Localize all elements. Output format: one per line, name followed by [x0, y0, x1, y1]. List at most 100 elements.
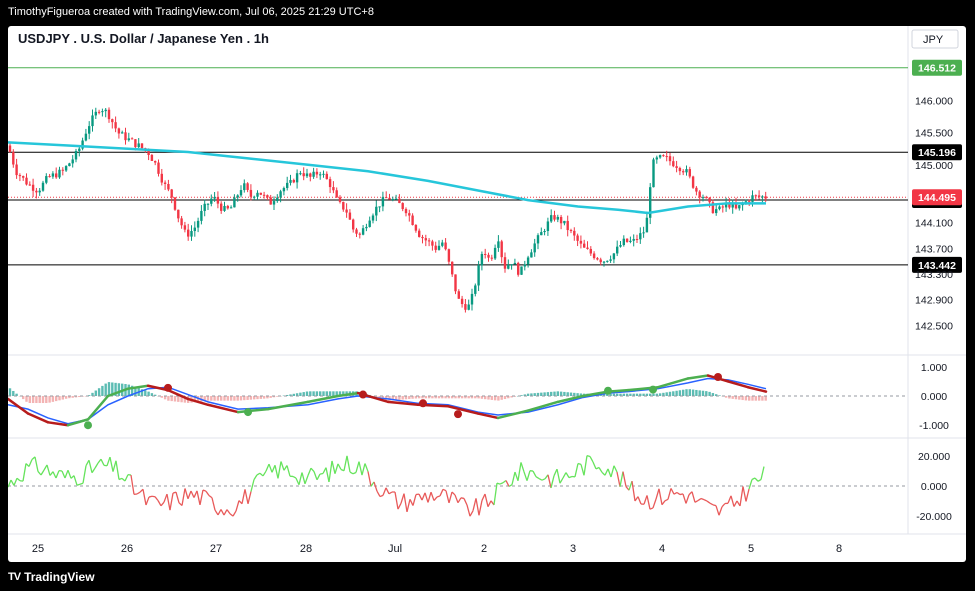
- oscillator-segment: [373, 481, 378, 492]
- oscillator-segment: [679, 493, 684, 496]
- oscillator-segment: [451, 491, 456, 496]
- oscillator-segment: [538, 477, 543, 481]
- oscillator-segment: [553, 468, 558, 477]
- candle-body: [104, 109, 107, 112]
- oscillator-segment: [16, 477, 21, 482]
- oscillator-segment: [79, 482, 84, 485]
- candle-body: [493, 247, 497, 259]
- price-tick-label: 145.000: [915, 160, 953, 172]
- oscillator-segment: [469, 510, 474, 517]
- macd-tick-label: 1.000: [921, 362, 947, 374]
- currency-box[interactable]: [911, 29, 959, 49]
- candle-body: [94, 111, 97, 116]
- macd-histogram-bar: [520, 395, 523, 396]
- oscillator-segment: [250, 479, 255, 492]
- macd-histogram-bar: [678, 390, 682, 396]
- candle-body: [163, 182, 167, 184]
- macd-histogram-bar: [408, 396, 411, 400]
- macd-histogram-bar: [140, 389, 144, 396]
- oscillator-segment: [700, 497, 705, 501]
- oscillator-segment: [76, 483, 81, 486]
- oscillator-segment: [607, 468, 612, 478]
- macd-histogram-bar: [31, 396, 35, 404]
- oscillator-segment: [82, 465, 87, 484]
- candle-body: [619, 245, 622, 247]
- candle-body: [203, 203, 206, 211]
- oscillator-segment: [187, 490, 192, 499]
- candle-body: [477, 265, 480, 286]
- oscillator-segment: [55, 470, 60, 479]
- macd-histogram-bar: [319, 391, 322, 396]
- candle-body: [401, 203, 404, 210]
- chart-panel[interactable]: USDJPY . U.S. Dollar / Japanese Yen . 1h…: [8, 26, 966, 562]
- macd-line-segment: [446, 404, 480, 415]
- oscillator-segment: [676, 491, 681, 496]
- oscillator-segment: [757, 479, 762, 482]
- candle-body: [107, 109, 111, 120]
- oscillator-segment: [64, 469, 69, 479]
- oscillator-segment: [685, 494, 690, 504]
- macd-histogram-bar: [467, 396, 470, 399]
- candle-body: [507, 264, 510, 269]
- macd-line-segment: [266, 400, 310, 411]
- time-tick-label: Jul: [388, 543, 402, 555]
- candle-body: [645, 217, 649, 233]
- macd-histogram-bar: [302, 392, 305, 396]
- price-tick-label: 145.500: [915, 128, 953, 140]
- candle-body: [38, 190, 41, 193]
- candle-body: [566, 220, 569, 231]
- oscillator-segment: [601, 471, 606, 476]
- attribution-bar: TimothyFigueroa created with TradingView…: [0, 0, 975, 26]
- macd-histogram-bar: [233, 396, 236, 401]
- macd-histogram-bar: [418, 396, 421, 399]
- candle-body: [48, 176, 51, 178]
- oscillator-segment: [262, 470, 267, 477]
- macd-histogram-bar: [269, 396, 272, 398]
- macd-histogram-bar: [477, 396, 480, 399]
- tradingview-logo[interactable]: TV TradingView: [8, 570, 95, 584]
- oscillator-segment: [37, 471, 42, 476]
- macd-histogram-bar: [35, 396, 38, 404]
- macd-histogram-bar: [503, 396, 507, 400]
- price-tick-label: 143.700: [915, 243, 953, 255]
- chart-svg[interactable]: USDJPY . U.S. Dollar / Japanese Yen . 1h…: [8, 26, 966, 562]
- candle-body: [708, 197, 711, 203]
- oscillator-segment: [457, 497, 462, 504]
- macd-histogram-bar: [45, 396, 48, 404]
- macd-histogram-bar: [51, 396, 55, 402]
- oscillator-segment: [487, 500, 492, 507]
- candle-body: [8, 145, 12, 153]
- candle-body: [510, 264, 513, 266]
- candle-body: [338, 197, 342, 202]
- oscillator-segment: [271, 465, 276, 473]
- macd-histogram-bar: [569, 392, 573, 396]
- oscillator-segment: [589, 456, 594, 463]
- macd-histogram-bar: [553, 391, 556, 396]
- candle-body: [299, 173, 302, 175]
- oscillator-segment: [445, 490, 450, 504]
- macd-histogram-bar: [629, 393, 632, 396]
- macd-histogram-bar: [632, 393, 635, 396]
- macd-histogram-bar: [616, 393, 619, 396]
- candle-body: [728, 202, 731, 208]
- macd-histogram-bar: [91, 392, 94, 396]
- oscillator-segment: [403, 493, 408, 512]
- oscillator-segment: [277, 461, 282, 479]
- macd-histogram-bar: [655, 393, 658, 396]
- macd-histogram-bar: [711, 393, 715, 396]
- macd-histogram-bar: [25, 396, 28, 402]
- macd-histogram-bar: [309, 391, 312, 396]
- macd-histogram-bar: [490, 396, 493, 400]
- candle-body: [431, 241, 434, 246]
- candle-body: [701, 197, 705, 199]
- macd-histogram-bar: [728, 396, 731, 399]
- oscillator-segment: [253, 474, 258, 480]
- candle-body: [596, 258, 599, 260]
- candle-body: [84, 133, 88, 141]
- oscillator-segment: [112, 460, 117, 472]
- currency-label[interactable]: JPY: [923, 34, 944, 46]
- macd-histogram-bar: [249, 396, 253, 400]
- macd-histogram-bar: [325, 391, 328, 396]
- oscillator-segment: [436, 495, 441, 498]
- oscillator-segment: [364, 463, 369, 472]
